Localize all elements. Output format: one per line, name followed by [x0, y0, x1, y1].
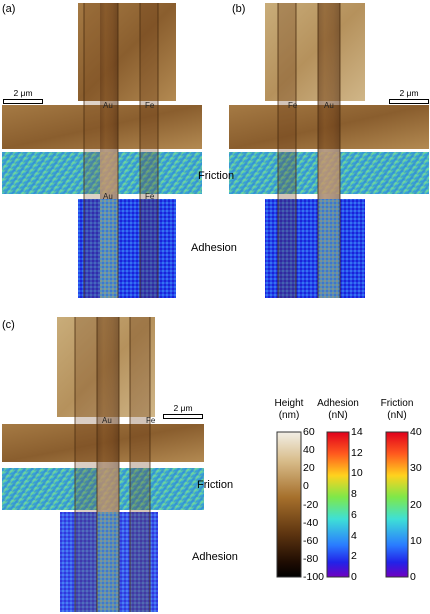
- panel-a-label-fe: Fe: [145, 101, 155, 110]
- panel-c-images: [2, 317, 204, 612]
- panel-b-strip-fe: [278, 3, 296, 298]
- panel-c-friction-label: Friction: [197, 479, 234, 491]
- friction-tick-label: 0: [410, 571, 416, 583]
- adhesion-tick-label: 2: [351, 550, 357, 563]
- panel-b-scale-text: 2 μm: [399, 88, 419, 98]
- height-tick-label: -100: [303, 571, 325, 583]
- friction-tick-label: 20: [410, 498, 422, 511]
- panel-c-label-fe: Fe: [146, 416, 156, 425]
- adhesion-tick-label: 10: [351, 467, 363, 480]
- panel-a-images: [2, 3, 202, 298]
- adhesion-colorbar: [326, 431, 350, 578]
- height-tick-label: -40: [303, 516, 319, 529]
- panel-a-scale-text: 2 μm: [13, 88, 33, 98]
- friction-colorbar: [385, 431, 409, 578]
- panel-c-scale-bar: [163, 414, 203, 419]
- height-tick-label: -60: [303, 534, 319, 547]
- adhesion-tick-label: 12: [351, 446, 363, 459]
- adhesion-tick-label: 0: [351, 571, 357, 583]
- panel-b-images: [229, 3, 429, 298]
- height-tick-label: 20: [303, 462, 315, 475]
- adhesion-tick-label: 6: [351, 508, 357, 521]
- panel-a-strip-fe: [140, 3, 158, 298]
- panel-a-label-au-2: Au: [103, 192, 113, 201]
- panel-a-adhesion-map: [78, 199, 176, 298]
- panel-c-adhesion-label: Adhesion: [192, 551, 238, 563]
- panel-c-label: (c): [2, 319, 15, 331]
- panel-c-scale-text: 2 μm: [173, 403, 193, 413]
- height-tick-label: -80: [303, 552, 319, 565]
- friction-tick-label: 10: [410, 534, 422, 547]
- height-tick-label: 40: [303, 444, 315, 457]
- panel-c-label-au: Au: [102, 416, 112, 425]
- adhesion-tick-label: 4: [351, 529, 357, 542]
- friction-colorbar-title: Friction (nN): [380, 398, 414, 421]
- height-tick-label: 60: [303, 426, 315, 438]
- panel-a-label-fe-2: Fe: [145, 192, 155, 201]
- adhesion-tick-label: 14: [351, 426, 363, 438]
- panel-b-scale-bar: [389, 99, 429, 104]
- panel-b-label-fe: Fe: [288, 101, 298, 110]
- panel-c-strip-fe: [130, 317, 150, 612]
- friction-tick-label: 40: [410, 426, 422, 438]
- panel-a-adhesion-label: Adhesion: [191, 242, 237, 254]
- panel-a-label-au: Au: [103, 101, 113, 110]
- height-colorbar-title: Height (nm): [274, 398, 304, 421]
- panel-a-au-adhesion: [100, 199, 118, 298]
- panel-a-friction-label: Friction: [198, 170, 235, 182]
- panel-b-adhesion-map: [265, 199, 365, 298]
- panel-a-strip-left: [84, 3, 100, 298]
- panel-a-au-friction: [100, 152, 118, 194]
- panel-b-label-au: Au: [324, 101, 334, 110]
- friction-tick-label: 30: [410, 462, 422, 475]
- adhesion-tick-label: 8: [351, 488, 357, 501]
- panel-b-height-top: [265, 3, 365, 101]
- panel-a-label: (a): [2, 3, 16, 15]
- panel-b-label: (b): [232, 3, 246, 15]
- height-colorbar: [276, 431, 302, 578]
- height-tick-label: 0: [303, 480, 309, 493]
- adhesion-colorbar-title: Adhesion (nN): [317, 398, 359, 421]
- height-tick-label: -20: [303, 498, 319, 511]
- panel-a-scale-bar: [3, 99, 43, 104]
- panel-a-height-top: [78, 3, 176, 101]
